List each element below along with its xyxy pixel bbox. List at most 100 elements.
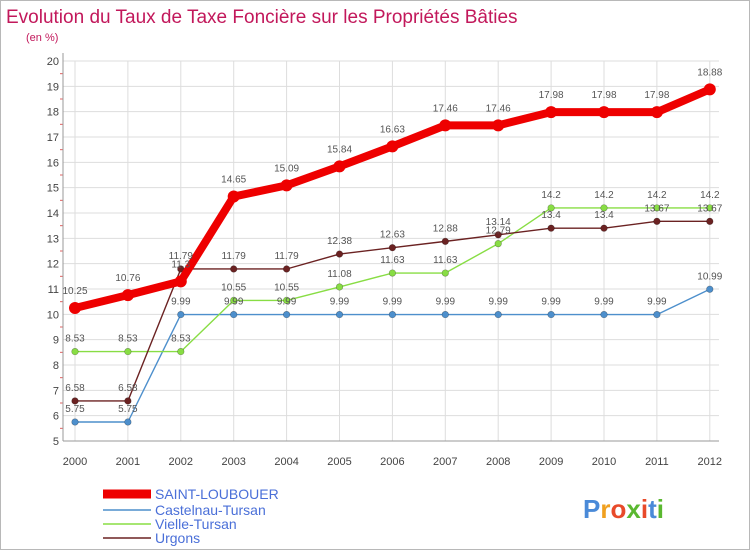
data-label: 10.76 bbox=[115, 273, 140, 284]
data-point bbox=[494, 240, 502, 248]
data-label: 6.58 bbox=[118, 383, 138, 394]
data-label: 9.99 bbox=[488, 297, 508, 308]
y-tick-label: 9 bbox=[53, 335, 59, 347]
x-tick-label: 2009 bbox=[539, 456, 563, 468]
data-label: 11.63 bbox=[380, 255, 405, 266]
y-tick-label: 16 bbox=[47, 157, 59, 169]
data-point bbox=[494, 231, 502, 239]
x-tick-label: 2002 bbox=[169, 456, 193, 468]
data-label: 12.38 bbox=[327, 236, 352, 247]
data-label: 11.79 bbox=[274, 251, 299, 262]
data-label: 9.99 bbox=[383, 297, 403, 308]
data-label: 17.98 bbox=[539, 90, 564, 101]
y-tick-label: 7 bbox=[53, 385, 59, 397]
data-label: 17.46 bbox=[433, 103, 458, 114]
data-label: 10.25 bbox=[62, 286, 87, 297]
y-tick-label: 12 bbox=[47, 259, 59, 271]
chart-subtitle: (en %) bbox=[26, 32, 58, 44]
legend-entry: Urgons bbox=[155, 530, 200, 546]
data-label: 9.99 bbox=[594, 297, 614, 308]
data-label: 13.4 bbox=[541, 210, 561, 221]
data-point bbox=[598, 106, 610, 119]
data-label: 9.99 bbox=[436, 297, 456, 308]
y-tick-label: 18 bbox=[47, 107, 59, 119]
data-point bbox=[124, 347, 132, 356]
data-labels: 10.25 10.76 11.3 14.65 15.09 15.84 16.63 17.46 1… bbox=[62, 67, 722, 415]
data-point bbox=[547, 204, 555, 212]
data-label: 17.98 bbox=[591, 90, 616, 101]
data-point bbox=[230, 310, 238, 319]
data-label: 8.53 bbox=[118, 334, 138, 345]
data-point bbox=[547, 310, 555, 319]
data-label: 10.55 bbox=[274, 282, 299, 293]
data-point bbox=[706, 217, 714, 225]
data-point bbox=[494, 310, 502, 319]
data-label: 9.99 bbox=[224, 297, 244, 308]
data-point bbox=[174, 275, 187, 288]
y-tick-label: 10 bbox=[47, 309, 59, 321]
data-label: 14.2 bbox=[700, 190, 720, 201]
data-point bbox=[280, 179, 293, 192]
data-label: 9.99 bbox=[171, 297, 191, 308]
data-point bbox=[71, 418, 79, 426]
data-point bbox=[441, 269, 449, 277]
legend-entry: SAINT-LOUBOUER bbox=[155, 486, 279, 502]
chart-title: Evolution du Taux de Taxe Foncière sur l… bbox=[6, 7, 518, 28]
data-label: 11.79 bbox=[169, 251, 194, 262]
y-tick-label: 13 bbox=[47, 233, 59, 245]
axes: 5 6 7 8 9 10 11 12 13 14 15 16 17 18 19 20 2000 2001 2002 2… bbox=[47, 53, 722, 468]
y-tick-label: 15 bbox=[47, 183, 59, 195]
data-label: 5.75 bbox=[118, 404, 138, 415]
data-point bbox=[283, 310, 291, 319]
data-label: 8.53 bbox=[65, 334, 85, 345]
data-label: 14.65 bbox=[221, 175, 246, 186]
data-label: 17.46 bbox=[486, 103, 511, 114]
data-label: 12.79 bbox=[486, 226, 511, 237]
data-point bbox=[177, 347, 185, 356]
x-tick-label: 2000 bbox=[63, 456, 87, 468]
data-label: 14.2 bbox=[541, 190, 561, 201]
data-point bbox=[439, 119, 452, 132]
data-point bbox=[650, 106, 663, 119]
data-label: 11.3 bbox=[171, 259, 190, 270]
data-label: 9.99 bbox=[277, 297, 297, 308]
y-tick-label: 5 bbox=[53, 436, 59, 448]
logo-text: Proxiti bbox=[583, 494, 664, 524]
x-tick-label: 2006 bbox=[380, 456, 404, 468]
data-point bbox=[653, 217, 661, 225]
data-point bbox=[441, 237, 449, 245]
data-label: 9.99 bbox=[541, 297, 561, 308]
data-point bbox=[600, 310, 608, 319]
data-point bbox=[388, 310, 397, 319]
legend: SAINT-LOUBOUERCastelnau-TursanVielle-Tur… bbox=[103, 486, 279, 546]
data-label: 11.63 bbox=[433, 255, 458, 266]
data-point bbox=[706, 204, 714, 212]
data-point bbox=[706, 285, 714, 293]
data-label: 10.55 bbox=[221, 282, 246, 293]
data-point bbox=[121, 289, 134, 302]
y-tick-label: 11 bbox=[48, 284, 59, 296]
data-point bbox=[600, 224, 608, 232]
data-label: 14.2 bbox=[647, 190, 667, 201]
data-label: 15.84 bbox=[327, 144, 352, 155]
data-point bbox=[653, 310, 661, 319]
data-label: 16.63 bbox=[380, 124, 405, 135]
data-point bbox=[230, 296, 238, 305]
x-tick-label: 2007 bbox=[433, 456, 457, 468]
data-point bbox=[547, 224, 555, 232]
data-label: 17.98 bbox=[644, 90, 669, 101]
y-tick-label: 20 bbox=[47, 56, 59, 68]
x-tick-label: 2001 bbox=[116, 456, 140, 468]
data-point bbox=[388, 269, 397, 277]
data-point bbox=[703, 83, 716, 96]
data-point bbox=[71, 347, 79, 356]
y-tick-label: 8 bbox=[53, 360, 59, 372]
data-label: 12.88 bbox=[433, 223, 458, 234]
data-point bbox=[177, 310, 185, 319]
data-point bbox=[600, 204, 608, 212]
data-point bbox=[69, 302, 81, 314]
data-label: 5.75 bbox=[65, 404, 85, 415]
data-label: 10.99 bbox=[697, 271, 722, 282]
